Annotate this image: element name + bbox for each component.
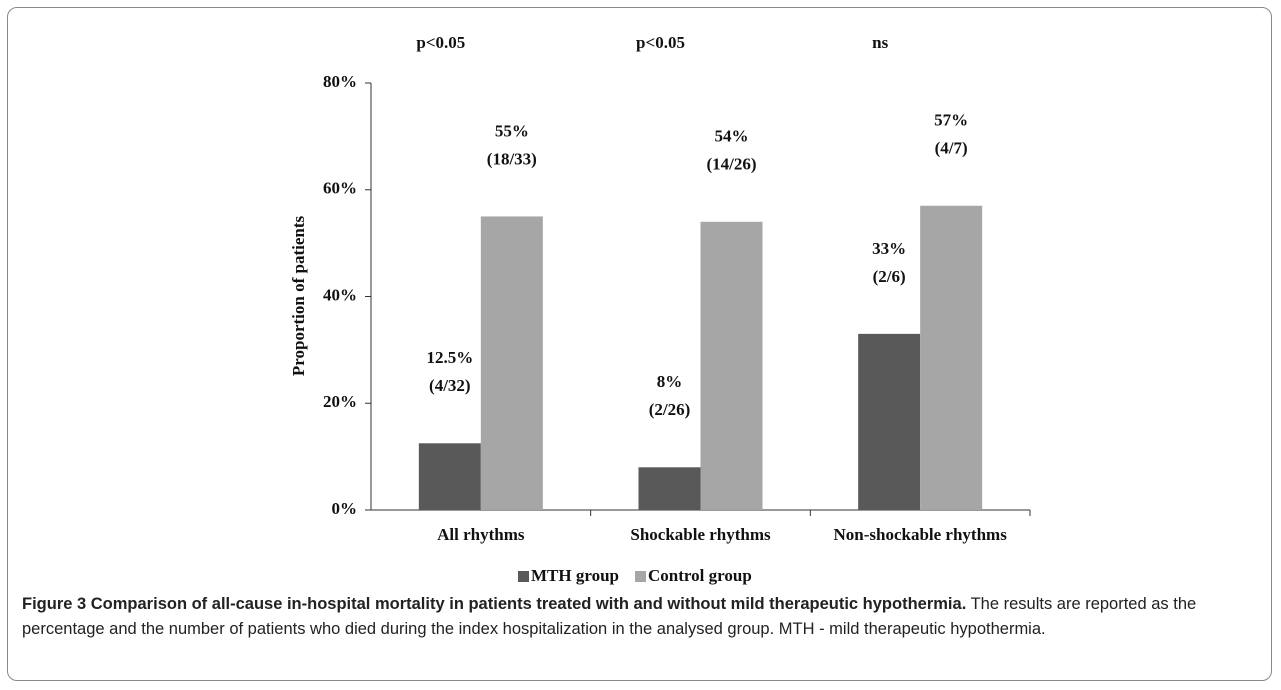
legend-label: Control group (648, 566, 752, 585)
count-label: (2/26) (649, 400, 691, 419)
caption: Figure 3 Comparison of all-cause in-hosp… (22, 592, 1257, 642)
bar (480, 216, 543, 510)
y-tick-label: 0% (332, 499, 358, 518)
value-label: 12.5% (426, 348, 473, 367)
legend-label: MTH group (531, 566, 619, 585)
figure-frame (7, 7, 1272, 681)
x-tick-label: Shockable rhythms (630, 525, 771, 544)
x-tick-label: All rhythms (437, 525, 525, 544)
bar (418, 443, 481, 510)
chart: Proportion of patients 0% 20% 40% 60% 80% All… (289, 33, 1031, 585)
significance-label: p<0.05 (636, 33, 685, 52)
y-tick-label: 20% (323, 392, 357, 411)
count-label: (18/33) (487, 149, 537, 168)
caption-label: Figure 3 Comparison of all-cause in-hosp… (22, 595, 967, 613)
significance-label: p<0.05 (416, 33, 465, 52)
bar (858, 333, 921, 510)
value-label: 8% (657, 372, 683, 391)
bar (638, 467, 701, 510)
legend-swatch (635, 571, 647, 582)
x-tick-label: Non-shockable rhythms (833, 525, 1007, 544)
count-label: (4/7) (935, 139, 968, 158)
y-tick-label: 80% (323, 72, 357, 91)
bar (700, 221, 763, 510)
value-label: 33% (872, 239, 906, 258)
value-label: 57% (934, 111, 968, 130)
legend-swatch (518, 571, 529, 582)
significance-label: ns (872, 33, 888, 52)
caption-text: The results are reported as the percenta… (22, 595, 1197, 638)
count-label: (4/32) (429, 376, 471, 395)
bar (920, 205, 983, 510)
y-tick-label: 40% (323, 285, 357, 304)
count-label: (14/26) (706, 155, 756, 174)
count-label: (2/6) (873, 267, 906, 286)
y-tick-label: 60% (323, 179, 357, 198)
value-label: 54% (715, 127, 749, 146)
y-axis-label: Proportion of patients (289, 216, 308, 377)
value-label: 55% (495, 121, 529, 140)
